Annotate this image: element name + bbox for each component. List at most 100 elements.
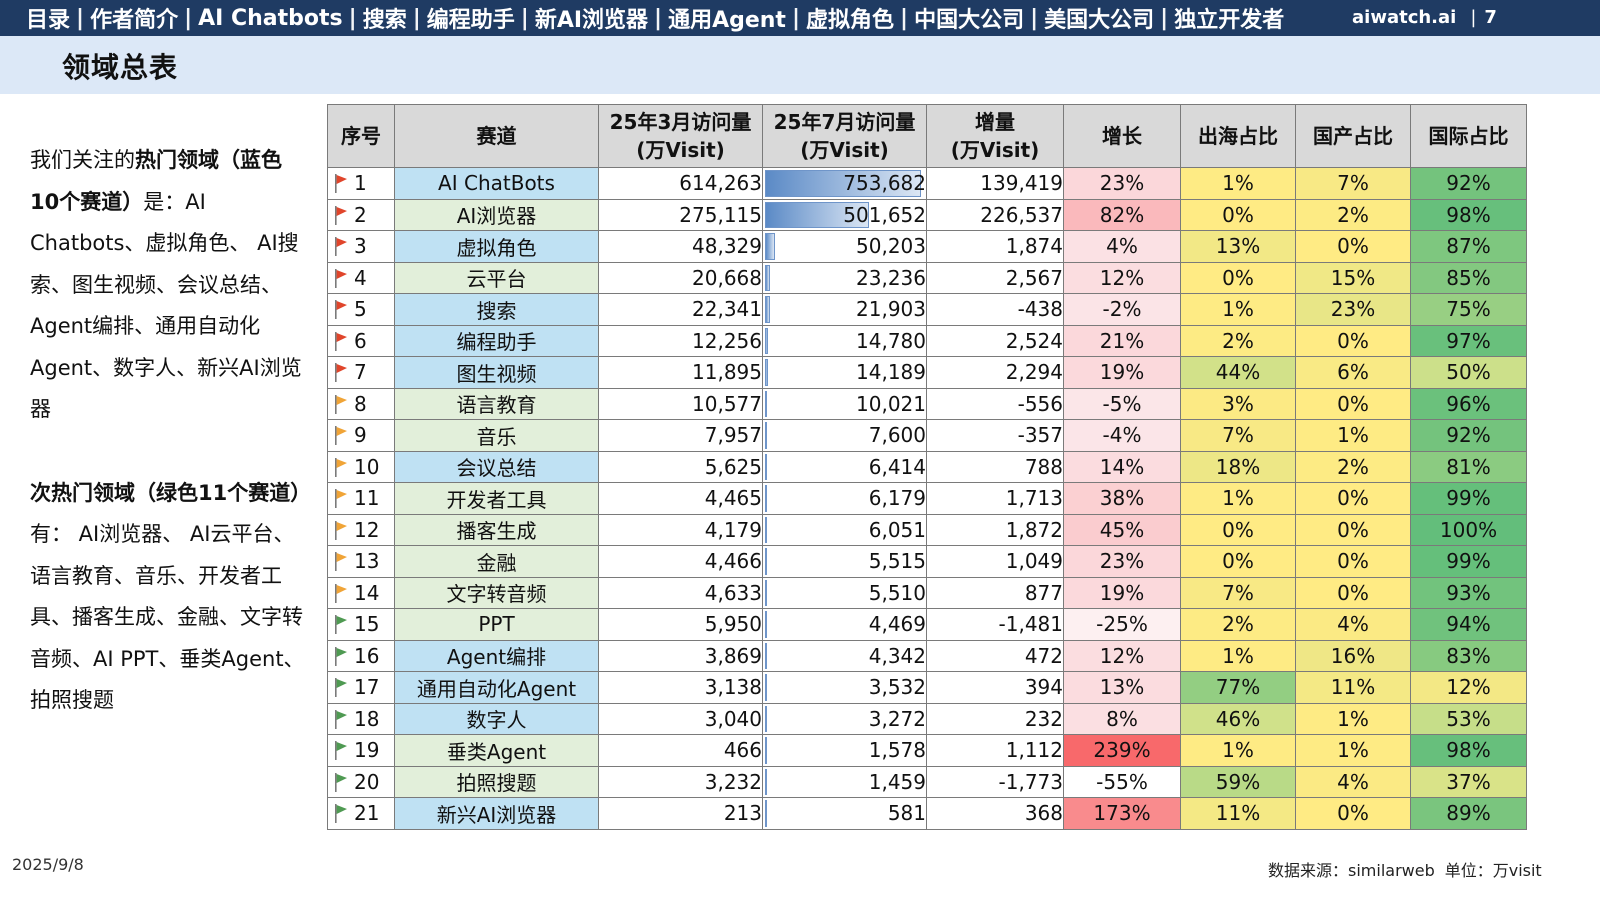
data-bar — [765, 485, 767, 512]
table-row: 18 数字人 3,040 3,272 232 8% 46% 1% 53% — [327, 702, 1527, 735]
cell-growth: 38% — [1063, 482, 1181, 515]
cell-jul-visits: 1,459 — [762, 765, 927, 798]
cell-track: 云平台 — [394, 261, 599, 294]
cell-seq: 12 — [327, 513, 395, 546]
data-bar — [765, 737, 767, 764]
cell-intl-share: 50% — [1410, 356, 1527, 389]
cell-growth: 4% — [1063, 230, 1181, 263]
column-header: 增长 — [1063, 104, 1181, 168]
cell-increment: 1,049 — [926, 545, 1064, 578]
cell-intl-share: 83% — [1410, 639, 1527, 672]
cell-growth: -5% — [1063, 387, 1181, 420]
cell-growth: 14% — [1063, 450, 1181, 483]
cell-increment: 232 — [926, 702, 1064, 735]
row-number: 10 — [354, 454, 380, 479]
cell-intl-share: 92% — [1410, 419, 1527, 452]
cell-overseas-share: 3% — [1180, 387, 1296, 420]
row-number: 4 — [354, 265, 367, 290]
cell-seq: 10 — [327, 450, 395, 483]
nav-item[interactable]: 目录 — [26, 8, 71, 33]
cell-increment: 1,112 — [926, 734, 1064, 767]
nav-item[interactable]: 编程助手 — [426, 8, 515, 33]
cell-overseas-share: 1% — [1180, 482, 1296, 515]
nav-item[interactable]: 新AI浏览器 — [534, 8, 649, 33]
cell-domestic-share: 0% — [1295, 797, 1411, 830]
cell-growth: -2% — [1063, 293, 1181, 326]
emphasis-text: 次热门领域（绿色11个赛道） — [30, 480, 312, 505]
cell-mar-visits: 3,138 — [598, 671, 763, 704]
row-number: 1 — [354, 171, 367, 195]
jul-visits-value: 1,578 — [868, 738, 926, 763]
cell-mar-visits: 10,577 — [598, 387, 763, 420]
cell-intl-share: 87% — [1410, 230, 1527, 263]
cell-jul-visits: 6,179 — [762, 482, 927, 515]
footer-date: 2025/9/8 — [12, 855, 84, 874]
cell-overseas-share: 1% — [1180, 293, 1296, 326]
jul-visits-value: 5,515 — [868, 549, 926, 574]
jul-visits-value: 4,342 — [868, 643, 926, 668]
jul-visits-value: 7,600 — [868, 423, 926, 448]
cell-increment: -1,773 — [926, 765, 1064, 798]
data-bar — [765, 327, 769, 354]
cell-intl-share: 100% — [1410, 513, 1527, 546]
cell-track: AI ChatBots — [394, 167, 599, 200]
nav-item[interactable]: 独立开发者 — [1174, 8, 1285, 33]
cell-seq: 3 — [327, 230, 395, 263]
cell-overseas-share: 2% — [1180, 324, 1296, 357]
body-text: 有： AI浏览器、 AI云平台、语言教育、音乐、开发者工具、播客生成、金融、文字… — [30, 522, 305, 712]
cell-seq: 15 — [327, 608, 395, 641]
jul-visits-value: 6,414 — [868, 454, 926, 479]
flag-icon — [335, 331, 347, 351]
nav-item[interactable]: 通用Agent — [668, 8, 786, 33]
cell-increment: -556 — [926, 387, 1064, 420]
cell-domestic-share: 0% — [1295, 545, 1411, 578]
cell-mar-visits: 3,232 — [598, 765, 763, 798]
nav-item[interactable]: 虚拟角色 — [806, 8, 895, 33]
nav-item[interactable]: 中国大公司 — [914, 8, 1025, 33]
cell-domestic-share: 0% — [1295, 230, 1411, 263]
nav-separator: | — [520, 5, 529, 31]
nav-item[interactable]: 搜索 — [362, 8, 407, 33]
nav-separator: | — [76, 5, 85, 31]
cell-track: 图生视频 — [394, 356, 599, 389]
site-name[interactable]: aiwatch.ai — [1352, 6, 1457, 28]
table-row: 13 金融 4,466 5,515 1,049 23% 0% 0% 99% — [327, 545, 1527, 578]
column-header: 赛道 — [394, 104, 599, 168]
nav-separator: | — [1030, 5, 1039, 31]
cell-track: 拍照搜题 — [394, 765, 599, 798]
cell-growth: 23% — [1063, 167, 1181, 200]
nav-item[interactable]: AI Chatbots — [198, 5, 343, 31]
flag-icon — [335, 489, 347, 508]
cell-growth: 19% — [1063, 576, 1181, 609]
cell-jul-visits: 581 — [762, 797, 927, 830]
page-number: 7 — [1484, 6, 1497, 28]
nav-item[interactable]: 作者简介 — [90, 8, 179, 33]
cell-overseas-share: 46% — [1180, 702, 1296, 735]
cell-track: 通用自动化Agent — [394, 671, 599, 704]
cell-increment: 1,872 — [926, 513, 1064, 546]
data-bar — [765, 579, 767, 606]
cell-domestic-share: 4% — [1295, 765, 1411, 798]
cell-jul-visits: 14,780 — [762, 324, 927, 357]
cell-growth: 13% — [1063, 671, 1181, 704]
cell-seq: 20 — [327, 765, 395, 798]
jul-visits-value: 6,179 — [868, 486, 926, 511]
flag-icon — [335, 268, 347, 288]
table-row: 8 语言教育 10,577 10,021 -556 -5% 3% 0% 96% — [327, 387, 1527, 420]
flag-icon — [335, 741, 347, 760]
cell-increment: 2,567 — [926, 261, 1064, 294]
cell-overseas-share: 18% — [1180, 450, 1296, 483]
cell-mar-visits: 4,633 — [598, 576, 763, 609]
cell-overseas-share: 59% — [1180, 765, 1296, 798]
emphasis-text: 热门领域（蓝色10个赛道） — [30, 148, 282, 214]
cell-overseas-share: 0% — [1180, 261, 1296, 294]
cell-jul-visits: 6,414 — [762, 450, 927, 483]
flag-icon — [335, 237, 347, 256]
nav-item[interactable]: 美国大公司 — [1044, 8, 1155, 33]
cell-mar-visits: 4,465 — [598, 482, 763, 515]
row-number: 18 — [354, 706, 380, 731]
flag-icon — [335, 520, 347, 540]
jul-visits-value: 21,903 — [856, 297, 926, 322]
cell-track: AI浏览器 — [394, 198, 599, 231]
cell-increment: -1,481 — [926, 608, 1064, 641]
